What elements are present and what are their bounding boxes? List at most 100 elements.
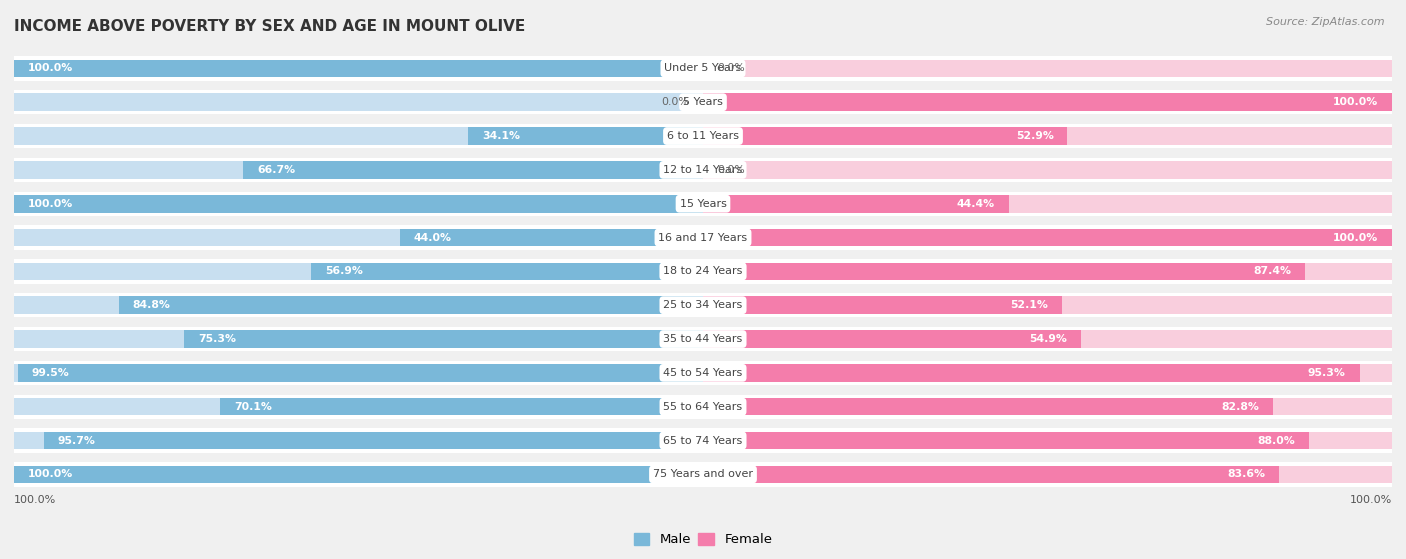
Text: 45 to 54 Years: 45 to 54 Years bbox=[664, 368, 742, 378]
Bar bbox=[703, 93, 1392, 111]
Text: 82.8%: 82.8% bbox=[1222, 402, 1260, 411]
Bar bbox=[14, 462, 1392, 486]
Bar bbox=[703, 398, 1274, 415]
Bar bbox=[221, 398, 703, 415]
Bar bbox=[703, 466, 1279, 483]
Bar bbox=[14, 195, 1392, 212]
Bar bbox=[14, 296, 1392, 314]
Text: 55 to 64 Years: 55 to 64 Years bbox=[664, 402, 742, 411]
Text: 12 to 14 Years: 12 to 14 Years bbox=[664, 165, 742, 175]
Bar bbox=[14, 398, 1392, 415]
Text: 34.1%: 34.1% bbox=[482, 131, 520, 141]
Bar bbox=[14, 127, 1392, 145]
Bar bbox=[14, 161, 1392, 179]
Text: 99.5%: 99.5% bbox=[31, 368, 69, 378]
Text: 100.0%: 100.0% bbox=[1350, 495, 1392, 505]
Bar bbox=[703, 364, 1360, 382]
Text: 18 to 24 Years: 18 to 24 Years bbox=[664, 267, 742, 276]
Text: 100.0%: 100.0% bbox=[14, 495, 56, 505]
Bar bbox=[14, 364, 1392, 382]
Bar bbox=[703, 466, 1392, 483]
Text: 100.0%: 100.0% bbox=[28, 470, 73, 480]
Bar bbox=[14, 466, 703, 483]
Text: 100.0%: 100.0% bbox=[28, 63, 73, 73]
Text: 100.0%: 100.0% bbox=[28, 198, 73, 209]
Bar bbox=[14, 93, 703, 111]
Bar bbox=[14, 229, 703, 247]
Text: Under 5 Years: Under 5 Years bbox=[665, 63, 741, 73]
Bar bbox=[399, 229, 703, 247]
Bar bbox=[311, 263, 703, 280]
Bar bbox=[703, 161, 1392, 179]
Bar bbox=[14, 161, 703, 179]
Bar bbox=[703, 432, 1309, 449]
Text: 54.9%: 54.9% bbox=[1029, 334, 1067, 344]
Bar bbox=[14, 432, 1392, 449]
Bar bbox=[14, 60, 703, 77]
Text: 84.8%: 84.8% bbox=[132, 300, 170, 310]
Bar bbox=[14, 398, 703, 415]
Bar bbox=[14, 60, 703, 77]
Bar bbox=[14, 293, 1392, 318]
Bar bbox=[703, 330, 1081, 348]
Text: 65 to 74 Years: 65 to 74 Years bbox=[664, 435, 742, 446]
Bar bbox=[14, 195, 703, 212]
Bar bbox=[14, 124, 1392, 148]
Bar bbox=[14, 364, 703, 382]
Bar bbox=[14, 192, 1392, 216]
Text: INCOME ABOVE POVERTY BY SEX AND AGE IN MOUNT OLIVE: INCOME ABOVE POVERTY BY SEX AND AGE IN M… bbox=[14, 19, 526, 34]
Text: 0.0%: 0.0% bbox=[661, 97, 689, 107]
Bar bbox=[703, 432, 1392, 449]
Text: 95.7%: 95.7% bbox=[58, 435, 96, 446]
Bar bbox=[14, 195, 703, 212]
Text: 100.0%: 100.0% bbox=[1333, 233, 1378, 243]
Bar bbox=[703, 296, 1392, 314]
Text: 56.9%: 56.9% bbox=[325, 267, 363, 276]
Text: 70.1%: 70.1% bbox=[233, 402, 271, 411]
Bar bbox=[703, 330, 1392, 348]
Bar bbox=[14, 93, 1392, 111]
Bar bbox=[703, 195, 1010, 212]
Text: 52.9%: 52.9% bbox=[1015, 131, 1053, 141]
Bar bbox=[14, 56, 1392, 80]
Text: 25 to 34 Years: 25 to 34 Years bbox=[664, 300, 742, 310]
Text: 66.7%: 66.7% bbox=[257, 165, 295, 175]
Text: 0.0%: 0.0% bbox=[717, 63, 745, 73]
Bar bbox=[703, 60, 1392, 77]
Bar bbox=[14, 263, 703, 280]
Text: 15 Years: 15 Years bbox=[679, 198, 727, 209]
Bar bbox=[703, 195, 1392, 212]
Text: 83.6%: 83.6% bbox=[1227, 470, 1265, 480]
Bar bbox=[14, 263, 1392, 280]
Text: 16 and 17 Years: 16 and 17 Years bbox=[658, 233, 748, 243]
Legend: Male, Female: Male, Female bbox=[628, 528, 778, 552]
Bar bbox=[14, 90, 1392, 115]
Bar bbox=[14, 229, 1392, 247]
Bar bbox=[14, 327, 1392, 351]
Bar bbox=[703, 229, 1392, 247]
Text: 75 Years and over: 75 Years and over bbox=[652, 470, 754, 480]
Bar bbox=[703, 364, 1392, 382]
Text: 35 to 44 Years: 35 to 44 Years bbox=[664, 334, 742, 344]
Bar bbox=[14, 428, 1392, 453]
Text: 87.4%: 87.4% bbox=[1253, 267, 1291, 276]
Bar bbox=[703, 93, 1392, 111]
Bar bbox=[184, 330, 703, 348]
Bar bbox=[14, 466, 1392, 483]
Bar bbox=[703, 263, 1305, 280]
Bar bbox=[14, 466, 703, 483]
Text: 44.4%: 44.4% bbox=[957, 198, 995, 209]
Bar bbox=[14, 395, 1392, 419]
Bar bbox=[14, 259, 1392, 283]
Bar bbox=[243, 161, 703, 179]
Bar bbox=[703, 296, 1062, 314]
Text: 52.1%: 52.1% bbox=[1011, 300, 1047, 310]
Text: 0.0%: 0.0% bbox=[717, 165, 745, 175]
Bar bbox=[14, 60, 1392, 77]
Text: 100.0%: 100.0% bbox=[1333, 97, 1378, 107]
Bar bbox=[468, 127, 703, 145]
Bar bbox=[17, 364, 703, 382]
Bar bbox=[14, 432, 703, 449]
Bar bbox=[703, 229, 1392, 247]
Bar bbox=[14, 127, 703, 145]
